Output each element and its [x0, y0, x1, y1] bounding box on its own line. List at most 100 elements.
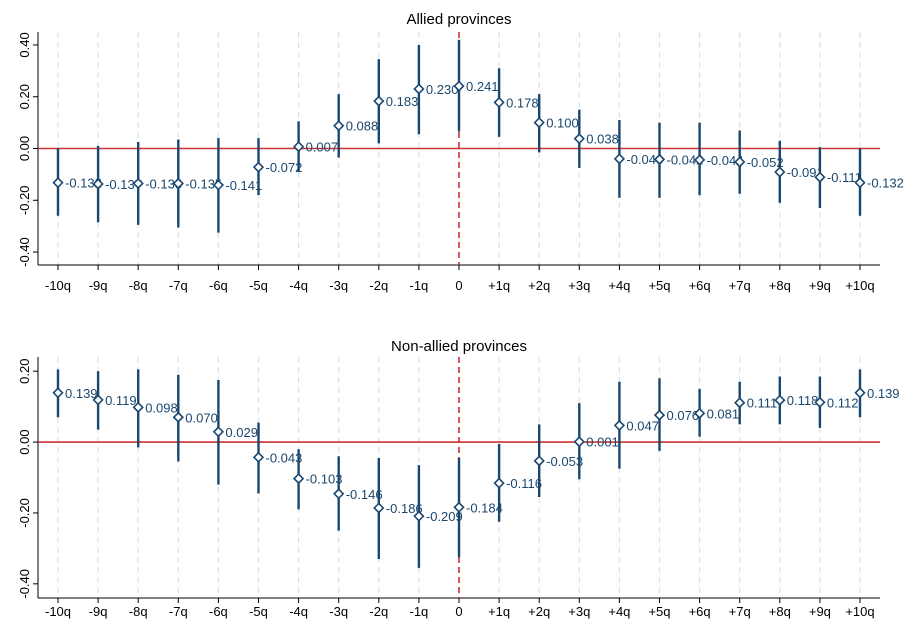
point-value-label: 0.070: [185, 410, 218, 425]
x-tick-label: -5q: [249, 604, 268, 619]
y-tick-label: 0.20: [17, 359, 32, 384]
point-value-label: -0.043: [266, 450, 303, 465]
x-tick-label: -1q: [410, 278, 429, 293]
point-value-label: -0.132: [867, 176, 904, 191]
x-tick-label: +5q: [648, 604, 670, 619]
x-tick-label: +6q: [689, 604, 711, 619]
y-tick-label: -0.40: [17, 569, 32, 599]
x-tick-label: -7q: [169, 604, 188, 619]
point-value-label: 0.183: [386, 94, 419, 109]
point-value-label: 0.178: [506, 95, 539, 110]
point-value-label: 0.241: [466, 79, 499, 94]
x-tick-label: +3q: [568, 604, 590, 619]
point-marker: [575, 134, 584, 143]
y-tick-label: 0.20: [17, 84, 32, 109]
point-value-label: 0.029: [225, 425, 258, 440]
point-marker: [214, 427, 223, 436]
point-marker: [575, 437, 584, 446]
x-tick-label: +9q: [809, 604, 831, 619]
point-marker: [495, 479, 504, 488]
y-tick-label: 0.40: [17, 32, 32, 57]
point-value-label: 0.139: [867, 386, 900, 401]
x-tick-label: +2q: [528, 278, 550, 293]
x-tick-label: +3q: [568, 278, 590, 293]
x-tick-label: -9q: [89, 604, 108, 619]
x-tick-label: -1q: [410, 604, 429, 619]
x-tick-label: +1q: [488, 278, 510, 293]
x-tick-label: +2q: [528, 604, 550, 619]
x-tick-label: -3q: [329, 278, 348, 293]
point-value-label: 0.001: [586, 435, 619, 450]
x-tick-label: 0: [455, 604, 462, 619]
point-value-label: 0.038: [586, 132, 619, 147]
y-tick-label: 0.00: [17, 429, 32, 454]
x-tick-label: -9q: [89, 278, 108, 293]
point-marker: [294, 474, 303, 483]
point-marker: [54, 388, 63, 397]
point-marker: [254, 453, 263, 462]
point-marker: [535, 456, 544, 465]
point-value-label: -0.209: [426, 509, 463, 524]
point-value-label: -0.146: [346, 487, 383, 502]
x-tick-label: -2q: [369, 278, 388, 293]
point-value-label: -0.072: [266, 160, 303, 175]
y-tick-label: 0.00: [17, 136, 32, 161]
y-tick-label: -0.20: [17, 185, 32, 215]
point-marker: [334, 121, 343, 130]
point-value-label: -0.184: [466, 500, 503, 515]
x-tick-label: 0: [455, 278, 462, 293]
x-tick-label: +8q: [769, 604, 791, 619]
point-marker: [374, 97, 383, 106]
x-tick-label: -4q: [289, 278, 308, 293]
y-tick-label: -0.40: [17, 237, 32, 267]
point-marker: [615, 421, 624, 430]
point-marker: [374, 503, 383, 512]
point-value-label: 0.047: [626, 418, 659, 433]
x-tick-label: -3q: [329, 604, 348, 619]
x-tick-label: +6q: [689, 278, 711, 293]
x-tick-label: -2q: [369, 604, 388, 619]
point-marker: [334, 489, 343, 498]
point-value-label: -0.141: [225, 178, 262, 193]
point-marker: [254, 163, 263, 172]
x-tick-label: +7q: [729, 278, 751, 293]
x-tick-label: +4q: [608, 278, 630, 293]
x-tick-label: +9q: [809, 278, 831, 293]
point-value-label: 0.230: [426, 82, 459, 97]
point-value-label: -0.052: [747, 155, 784, 170]
y-tick-label: -0.20: [17, 498, 32, 528]
point-marker: [535, 118, 544, 127]
point-value-label: -0.103: [306, 472, 343, 487]
x-tick-label: -8q: [129, 604, 148, 619]
point-value-label: 0.119: [105, 393, 137, 408]
point-marker: [495, 98, 504, 107]
point-value-label: 0.118: [787, 393, 819, 408]
x-tick-label: -6q: [209, 278, 228, 293]
x-tick-label: +5q: [648, 278, 670, 293]
point-value-label: -0.116: [506, 476, 542, 491]
chart-title: Non-allied provinces: [391, 338, 527, 355]
x-tick-label: -4q: [289, 604, 308, 619]
point-value-label: 0.076: [667, 408, 700, 423]
point-value-label: 0.081: [707, 406, 740, 421]
point-value-label: 0.088: [346, 119, 379, 134]
x-tick-label: +10q: [845, 278, 874, 293]
point-value-label: 0.112: [827, 395, 859, 410]
point-marker: [294, 142, 303, 151]
point-value-label: -0.053: [546, 454, 583, 469]
x-tick-label: +4q: [608, 604, 630, 619]
point-value-label: 0.139: [65, 386, 98, 401]
point-value-label: 0.098: [145, 400, 178, 415]
x-tick-label: +1q: [488, 604, 510, 619]
point-value-label: 0.007: [306, 140, 339, 155]
x-tick-label: -6q: [209, 604, 228, 619]
x-tick-label: -5q: [249, 278, 268, 293]
x-tick-label: +10q: [845, 604, 874, 619]
point-marker: [54, 178, 63, 187]
x-tick-label: +7q: [729, 604, 751, 619]
chart-title: Allied provinces: [406, 11, 511, 28]
x-tick-label: -10q: [45, 278, 71, 293]
x-tick-label: -7q: [169, 278, 188, 293]
point-marker: [615, 154, 624, 163]
